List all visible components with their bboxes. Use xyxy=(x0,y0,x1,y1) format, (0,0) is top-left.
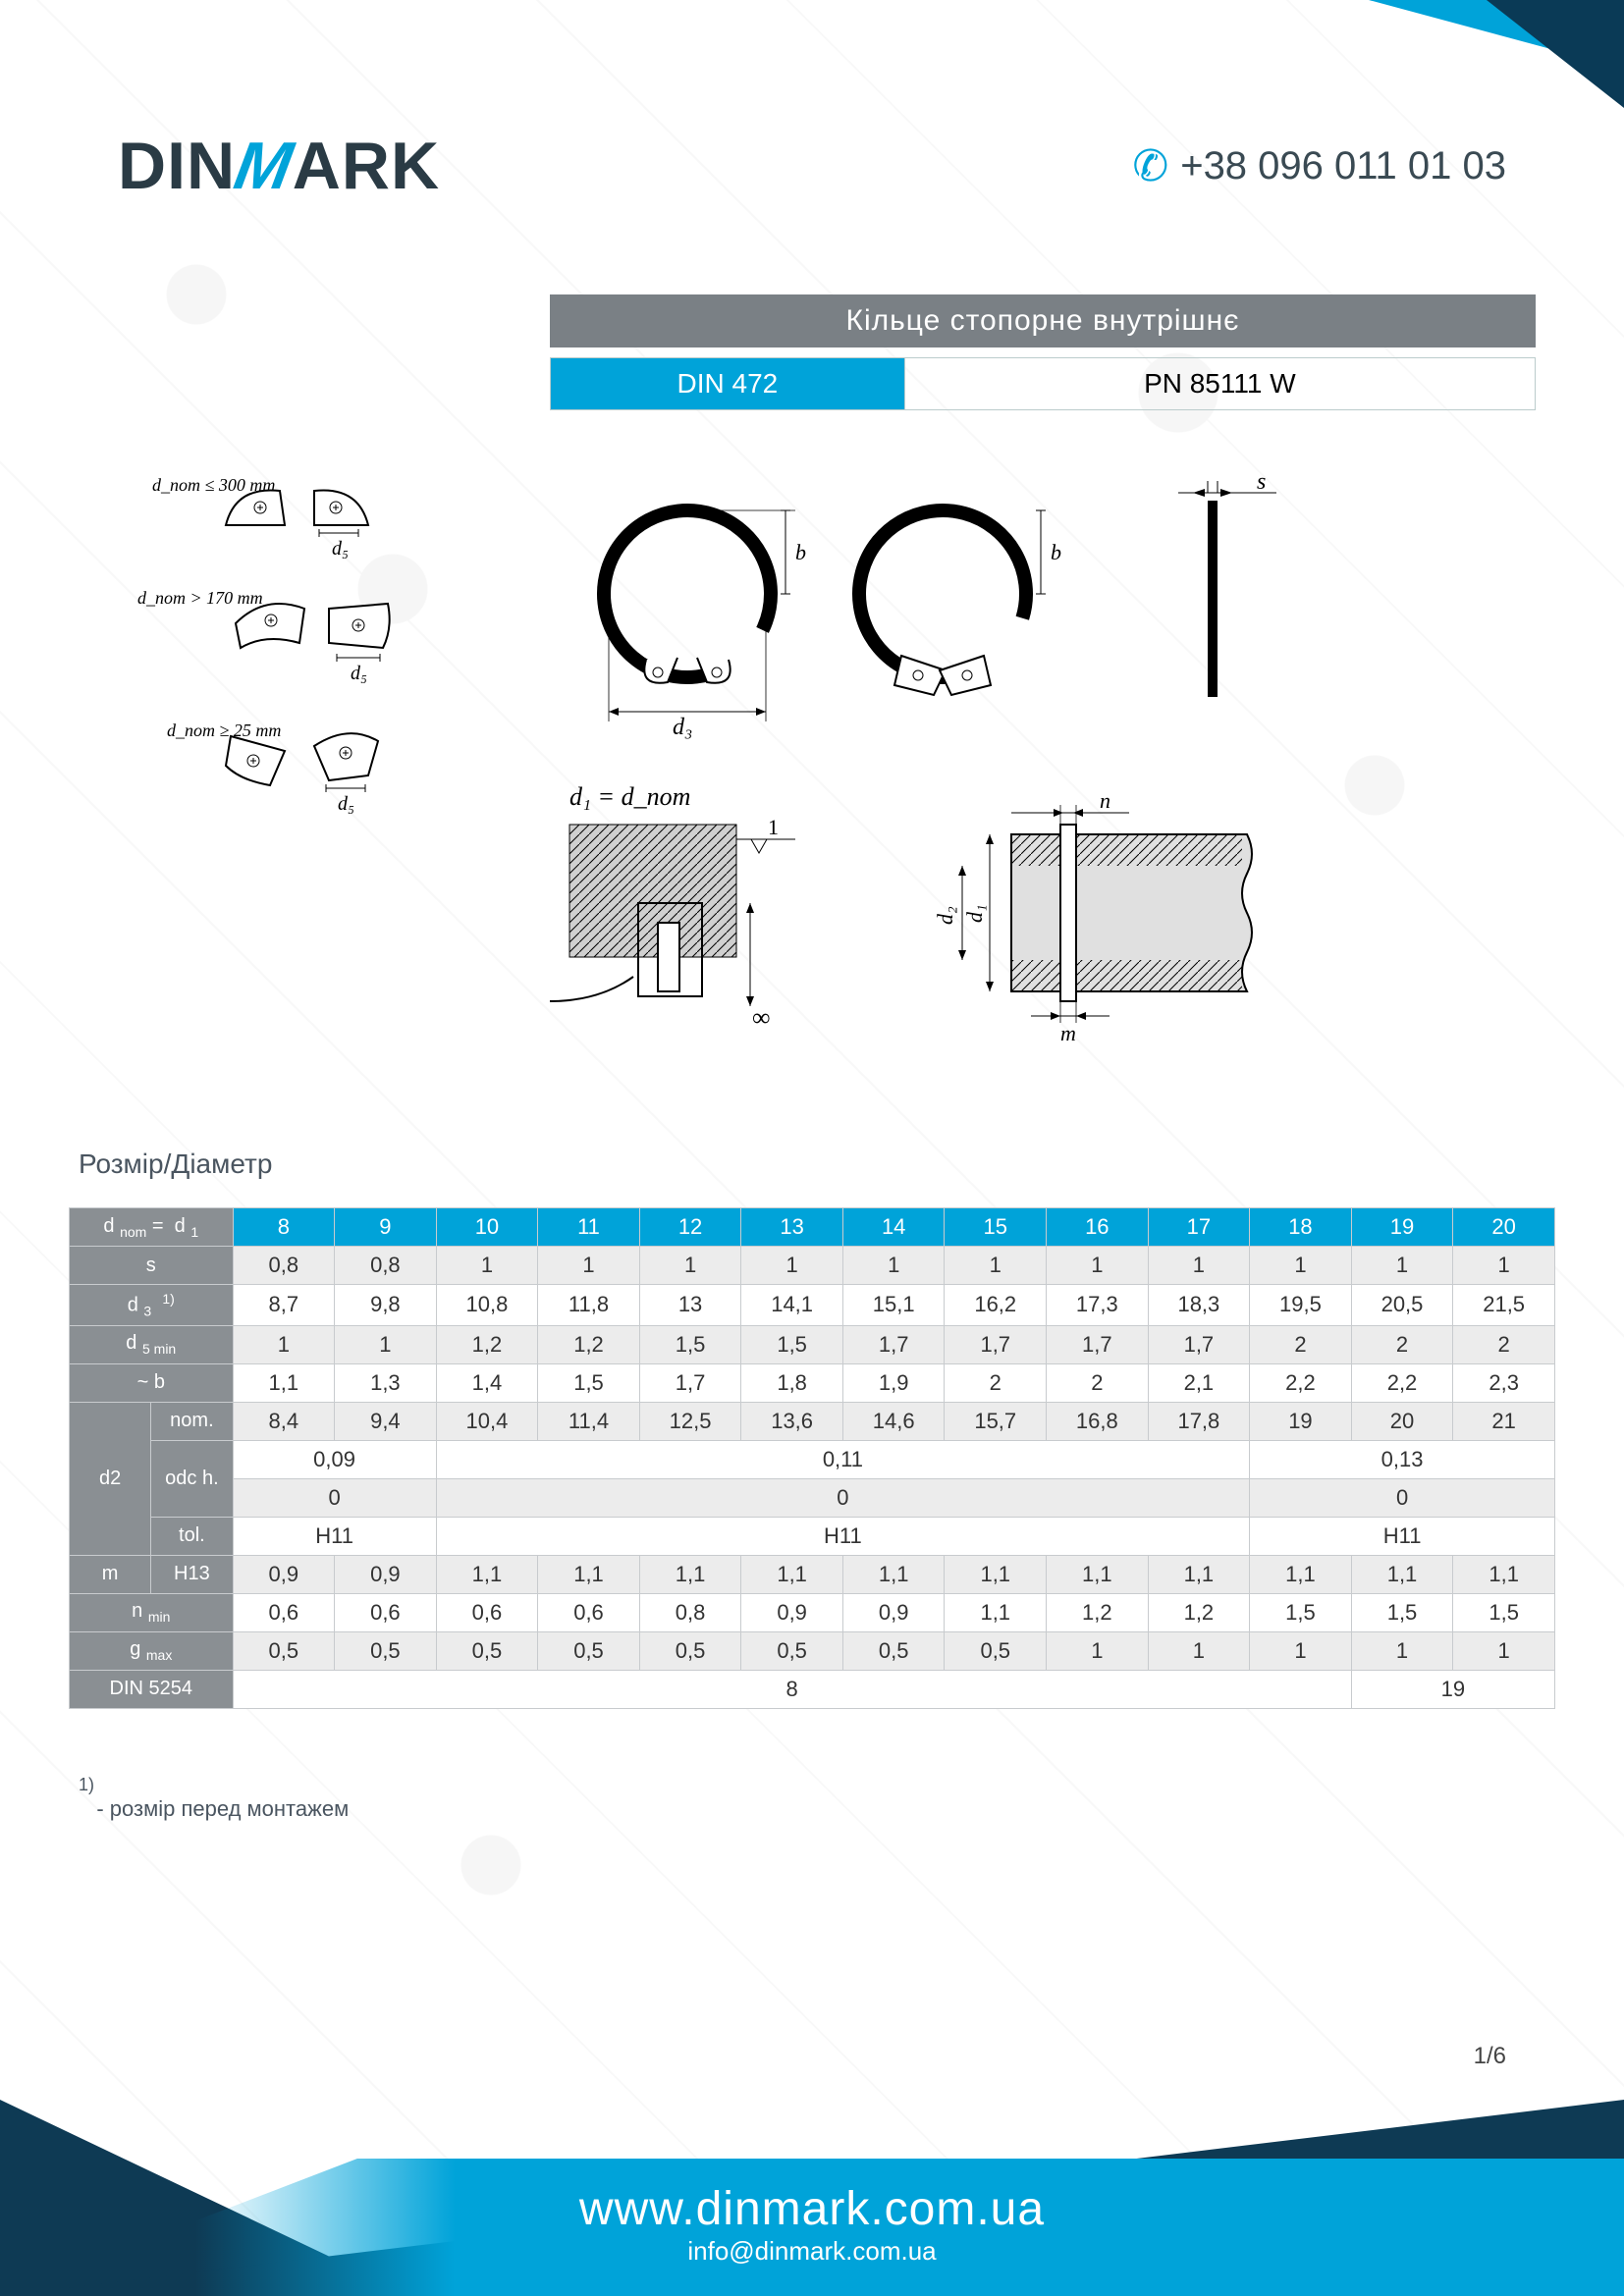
page-number: 1/6 xyxy=(1474,2043,1506,2070)
product-title: Кільце стопорне внутрішнє xyxy=(846,304,1240,338)
diag-label-eq: d₁ = d_nom xyxy=(569,782,690,811)
diag-label-d5-3: d₅ xyxy=(338,793,354,815)
diag-label-cond2: d_nom > 170 mm xyxy=(137,588,263,608)
diag-label-m: m xyxy=(1060,1021,1076,1045)
logo-part-2: ARK xyxy=(293,129,440,203)
diag-label-b-1: b xyxy=(795,540,806,564)
diag-label-d2: d₂ xyxy=(933,906,957,925)
diag-label-inf: ∞ xyxy=(752,1003,771,1032)
spec-table: d nom = d 1891011121314151617181920s0,80… xyxy=(69,1207,1555,1709)
diag-label-n: n xyxy=(1100,788,1110,813)
corner-decoration-top xyxy=(1487,0,1624,108)
phone-block: ✆ +38 096 011 01 03 xyxy=(1132,141,1506,191)
footnote-text: - розмір перед монтажем xyxy=(96,1796,349,1821)
diag-label-d5-2: d₅ xyxy=(351,663,367,684)
footer-url: www.dinmark.com.ua xyxy=(0,2182,1624,2236)
logo: DINMARK xyxy=(118,128,440,204)
footer-banner: www.dinmark.com.ua info@dinmark.com.ua xyxy=(0,2109,1624,2296)
logo-slash: M xyxy=(229,128,298,204)
diag-label-cond3: d_nom ≥ 25 mm xyxy=(167,721,281,740)
footer-email: info@dinmark.com.ua xyxy=(0,2236,1624,2267)
diag-label-b-2: b xyxy=(1051,540,1061,564)
phone-number: +38 096 011 01 03 xyxy=(1180,144,1506,188)
phone-icon: ✆ xyxy=(1132,141,1168,191)
diag-label-d5-1: d₅ xyxy=(332,538,349,560)
standards-row: DIN 472 PN 85111 W xyxy=(550,357,1536,410)
diag-label-d3: d₃ xyxy=(673,715,692,740)
size-heading: Розмір/Діаметр xyxy=(79,1148,272,1180)
technical-diagrams: d_nom ≤ 300 mm d₅ d_nom > 170 mm d₅ xyxy=(118,452,1506,1099)
footnote-number: 1) xyxy=(79,1775,94,1794)
diag-label-s: s xyxy=(1257,469,1266,495)
diag-label-d1: d₁ xyxy=(962,904,987,923)
standard-pn: PN 85111 W xyxy=(905,358,1535,409)
page-header: DINMARK ✆ +38 096 011 01 03 xyxy=(118,128,1506,204)
standard-din: DIN 472 xyxy=(551,358,905,409)
footnote: 1) - розмір перед монтажем xyxy=(79,1771,349,1822)
diag-label-one: 1 xyxy=(768,815,779,839)
product-title-banner: Кільце стопорне внутрішнє xyxy=(550,294,1536,347)
logo-part-1: DIN xyxy=(118,129,236,203)
